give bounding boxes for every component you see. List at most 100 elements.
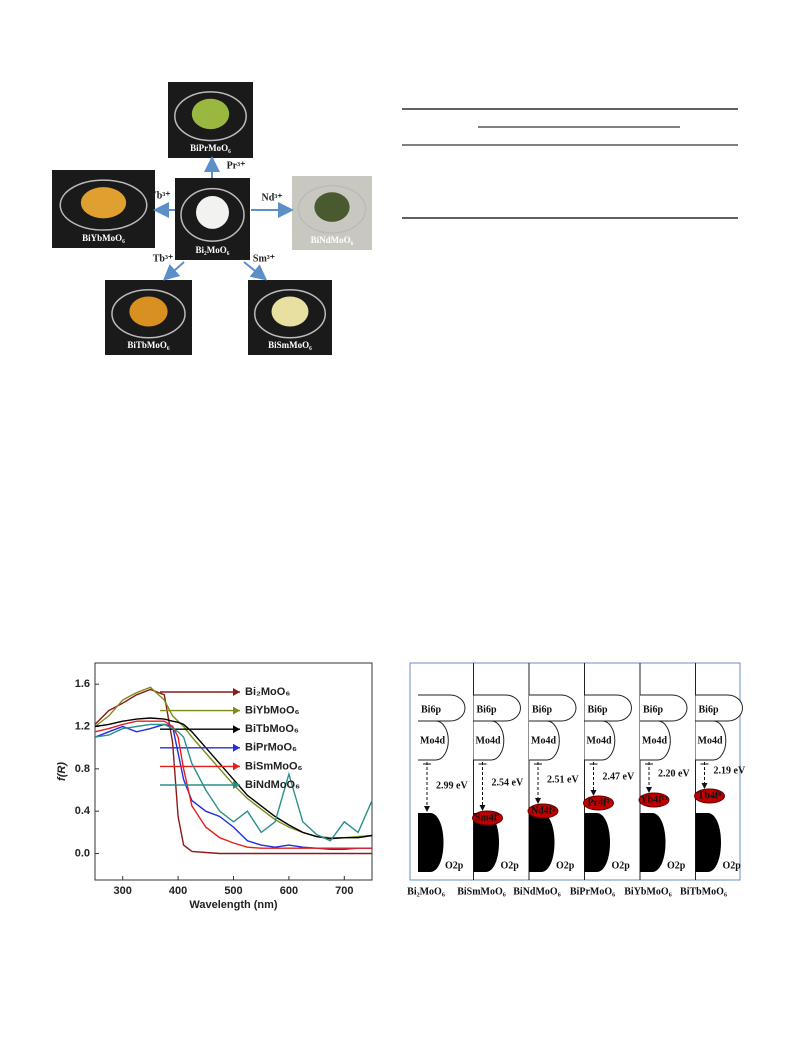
dish	[180, 187, 245, 242]
band-label: O2p	[445, 860, 464, 871]
mo4d-band	[695, 720, 727, 761]
ion-label: Pr³⁺	[227, 160, 246, 171]
powder	[80, 187, 127, 219]
band-frame	[409, 662, 741, 881]
o2p-band	[473, 813, 499, 872]
legend-label: BiSmMoO₆	[245, 760, 303, 772]
powder	[196, 196, 229, 229]
dish	[297, 184, 367, 234]
band-label: Mo4d	[642, 735, 667, 746]
data-line	[94, 720, 372, 849]
powder	[129, 296, 168, 327]
data-line	[94, 717, 373, 840]
band-label: Bi6p	[421, 704, 441, 715]
defect-level	[694, 788, 725, 804]
x-tick-label: 700	[335, 885, 353, 897]
band-label: Mo4d	[698, 735, 723, 746]
legend-arrow	[233, 762, 240, 771]
x-tick-label: 500	[224, 885, 242, 897]
y-tick-label: 1.6	[75, 678, 90, 690]
legend-arrow	[233, 743, 240, 752]
y-tick-label: 0.8	[75, 763, 90, 775]
legend-label: BiYbMoO₆	[245, 705, 300, 717]
defect-label: Yb4f¹³	[640, 794, 667, 805]
photo-label: BiNdMoO₆	[311, 235, 354, 245]
y-tick-label: 0.4	[75, 805, 91, 817]
defect-level	[638, 792, 670, 808]
defect-level	[472, 810, 503, 826]
dish	[253, 289, 327, 339]
defect-level	[583, 795, 614, 811]
defect-label: Tb4f⁸	[698, 790, 722, 801]
arrow	[243, 261, 268, 281]
band-label: Bi6p	[532, 704, 552, 715]
legend-arrow	[233, 706, 240, 715]
gap-label: 2.47 eV	[603, 771, 635, 782]
mo4d-band	[584, 720, 616, 761]
mo4d-band	[473, 720, 505, 761]
mo4d-band	[640, 720, 671, 761]
bi6p-band	[418, 694, 466, 722]
bi6p-band	[640, 694, 688, 722]
o2p-band	[418, 813, 444, 872]
bi6p-band	[584, 694, 632, 722]
legend-arrow	[233, 781, 240, 789]
gap-label: 2.19 eV	[714, 765, 746, 776]
band-label: Bi6p	[643, 704, 663, 715]
x-tick-label: 600	[280, 885, 298, 897]
sample-label: BiNdMoO₆	[513, 886, 560, 897]
mo4d-band	[418, 720, 449, 761]
band-label: O2p	[667, 860, 686, 871]
band-label: O2p	[501, 860, 520, 871]
gap-label: 2.51 eV	[547, 774, 579, 785]
band-label: Mo4d	[587, 735, 612, 746]
band-label: Bi6p	[699, 704, 719, 715]
y-axis-label: f(R)	[56, 762, 68, 781]
arrow	[163, 261, 185, 281]
mo4d-band	[529, 720, 560, 761]
defect-label: Nd4f³	[531, 805, 555, 816]
bi6p-band	[695, 694, 743, 722]
defect-label: Pr4f²	[588, 797, 610, 808]
photo-label: BiSmMoO₆	[268, 340, 312, 350]
photo-label: BiTbMoO₆	[127, 340, 170, 350]
empty-table	[402, 108, 738, 219]
band-label: Mo4d	[476, 735, 501, 746]
ion-label: Sm³⁺	[253, 253, 275, 264]
defect-level	[527, 803, 559, 819]
legend-label: BiPrMoO₆	[245, 742, 297, 754]
x-axis-label: Wavelength (nm)	[189, 899, 278, 911]
x-tick-label: 400	[169, 885, 187, 897]
photo-label: BiPrMoO₆	[190, 143, 231, 153]
sample-label: BiYbMoO₆	[624, 886, 671, 897]
band-label: O2p	[556, 860, 575, 871]
data-line	[94, 688, 372, 855]
band-label: Bi6p	[588, 704, 608, 715]
o2p-band	[695, 813, 721, 872]
ion-label: Yb³⁺	[149, 190, 170, 201]
band-label: O2p	[612, 860, 631, 871]
o2p-band	[529, 813, 555, 872]
band-label: Bi6p	[477, 704, 497, 715]
x-tick-label: 300	[114, 885, 132, 897]
y-tick-label: 0.0	[75, 847, 90, 859]
photo-label: BiYbMoO₆	[82, 233, 125, 243]
gap-label: 2.54 eV	[492, 777, 524, 788]
gap-label: 2.99 eV	[436, 780, 468, 791]
gap-label: 2.20 eV	[658, 768, 690, 779]
photo-label: Bi₂MoO₆	[196, 245, 230, 255]
sample-label: BiTbMoO₆	[680, 886, 727, 897]
dish	[59, 179, 148, 231]
legend-label: BiTbMoO₆	[245, 723, 299, 735]
o2p-band	[584, 813, 610, 872]
legend-label: Bi₂MoO₆	[245, 686, 290, 698]
sample-label: BiSmMoO₆	[457, 886, 506, 897]
dish	[111, 289, 186, 339]
defect-label: Sm4f⁵	[475, 812, 500, 823]
band-label: Mo4d	[420, 735, 445, 746]
dish	[174, 91, 247, 142]
powder	[271, 296, 309, 327]
powder	[191, 98, 230, 130]
